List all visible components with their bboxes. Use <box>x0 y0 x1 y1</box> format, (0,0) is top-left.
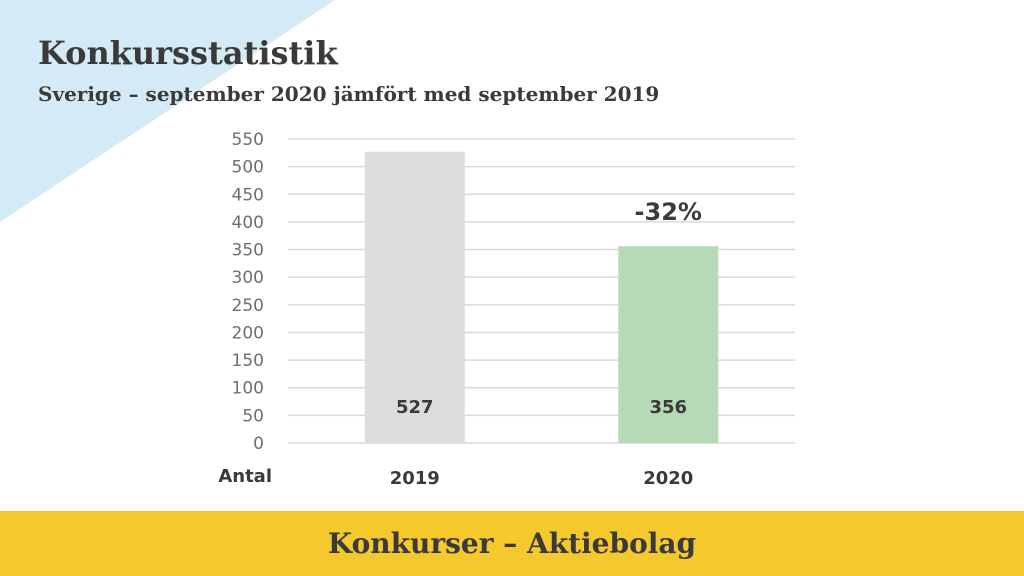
bar-2020 <box>618 246 719 443</box>
y-tick-label: 400 <box>232 213 264 233</box>
page-title: Konkursstatistik <box>38 34 338 72</box>
data-label: 527 <box>396 397 434 418</box>
y-tick-label: 500 <box>232 158 264 178</box>
y-tick-label: 250 <box>232 296 264 316</box>
change-annotation: -32% <box>635 198 702 226</box>
y-tick-label: 0 <box>253 434 264 454</box>
y-tick-label: 300 <box>232 268 264 288</box>
grid-lines <box>288 138 795 444</box>
footer-band: Konkurser – Aktiebolag <box>0 511 1024 576</box>
y-tick-label: 100 <box>232 379 264 399</box>
bars <box>364 151 719 444</box>
bar-2019 <box>364 151 465 444</box>
footer-title: Konkurser – Aktiebolag <box>327 527 697 560</box>
data-label: 356 <box>649 397 687 418</box>
bar-chart: 0 50 100 150 200 250 300 350 400 450 500 550 527 2019… <box>218 130 795 489</box>
x-axis-label: Antal <box>218 466 272 487</box>
x-category-label: 2020 <box>643 468 693 489</box>
y-tick-label: 150 <box>232 351 264 371</box>
corner-triangle-shape <box>0 0 335 222</box>
corner-decoration <box>0 0 335 222</box>
page-subtitle: Sverige – september 2020 jämfört med sep… <box>38 82 660 106</box>
x-category-label: 2019 <box>390 468 440 489</box>
y-tick-label: 200 <box>232 323 264 343</box>
y-tick-label: 50 <box>242 406 264 426</box>
y-tick-label: 350 <box>232 241 264 261</box>
chart-labels: 0 50 100 150 200 250 300 350 400 450 500 550 527 2019… <box>218 130 702 489</box>
y-tick-label: 450 <box>232 185 264 205</box>
y-tick-label: 550 <box>232 130 264 150</box>
